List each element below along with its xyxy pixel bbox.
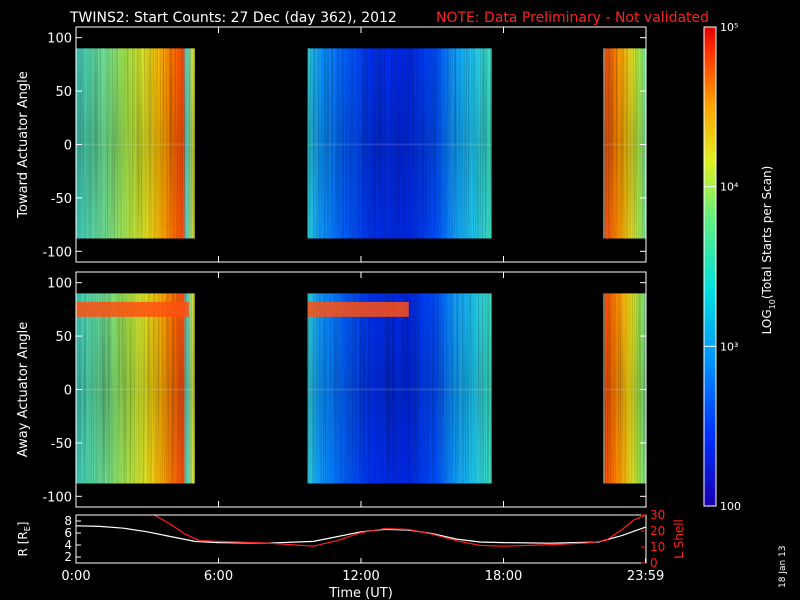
colorbar-tick-label: 10⁵: [720, 21, 738, 34]
colorbar-tick-label: 10³: [720, 340, 738, 353]
y-axis-label: Away Actuator Angle: [16, 322, 31, 457]
y-tick-label-right: 10: [650, 540, 665, 554]
high-count-band: [76, 301, 189, 317]
y-tick-label: 100: [47, 277, 72, 292]
y-tick-label: -100: [42, 245, 72, 260]
y-tick-label: -50: [51, 192, 72, 207]
heatmap-shading: [603, 293, 646, 484]
y-tick-label: 0: [64, 139, 72, 154]
x-tick-label: 0:00: [61, 569, 90, 584]
high-count-band: [307, 301, 409, 317]
r-axis-label: R [RE]: [16, 522, 32, 557]
y-tick-label: 50: [55, 330, 72, 345]
y-tick-label: 2: [64, 550, 72, 564]
x-tick-label: 6:00: [204, 569, 233, 584]
x-tick-label: 18:00: [485, 569, 522, 584]
heatmap-shading: [307, 48, 492, 239]
lshell-axis-label: L Shell: [672, 519, 686, 559]
y-tick-label: 8: [64, 514, 72, 528]
y-tick-label-right: 20: [650, 524, 665, 538]
y-tick-label: 4: [64, 538, 72, 552]
y-tick-label-right: 30: [650, 508, 665, 522]
colorbar-tick-label: 100: [720, 500, 741, 513]
colorbar-gradient: [703, 26, 717, 507]
y-tick-label: 6: [64, 526, 72, 540]
date-stamp: 18 Jan 13: [778, 546, 788, 589]
y-tick-label: 50: [55, 85, 72, 100]
heatmap-shading: [603, 48, 646, 239]
y-tick-label: 100: [47, 32, 72, 47]
heatmap-shading: [307, 293, 492, 484]
y-axis-label: Toward Actuator Angle: [16, 71, 31, 218]
colorbar-tick-label: 10⁴: [720, 181, 739, 194]
toward-panel: 100 50 0 -50 -100 Toward Actuator Angle: [16, 26, 647, 263]
x-axis-label: Time (UT): [328, 586, 393, 600]
panel-frame: [75, 514, 647, 564]
away-panel: 100 50 0 -50 -100 Away Actuator Angle: [16, 271, 647, 508]
chart-title: TWINS2: Start Counts: 27 Dec (day 362), …: [69, 10, 397, 26]
preliminary-note: NOTE: Data Preliminary - Not validated: [436, 10, 709, 26]
x-tick-label: 23:59: [627, 569, 664, 584]
colorbar-label: LOG10(Total Starts per Scan): [760, 166, 777, 335]
heatmap-shading: [76, 293, 195, 484]
x-tick-label: 12:00: [342, 569, 379, 584]
y-tick-label-right: 0: [650, 556, 658, 570]
heatmap-shading: [76, 48, 195, 239]
lshell-line: [154, 515, 646, 547]
y-tick-label: -50: [51, 437, 72, 452]
r-line: [76, 525, 646, 544]
y-tick-label: -100: [42, 490, 72, 505]
y-tick-label: 0: [64, 384, 72, 399]
colorbar: 100 10³ 10⁴ 10⁵ LOG10(Total Starts per Scan…: [703, 21, 777, 513]
